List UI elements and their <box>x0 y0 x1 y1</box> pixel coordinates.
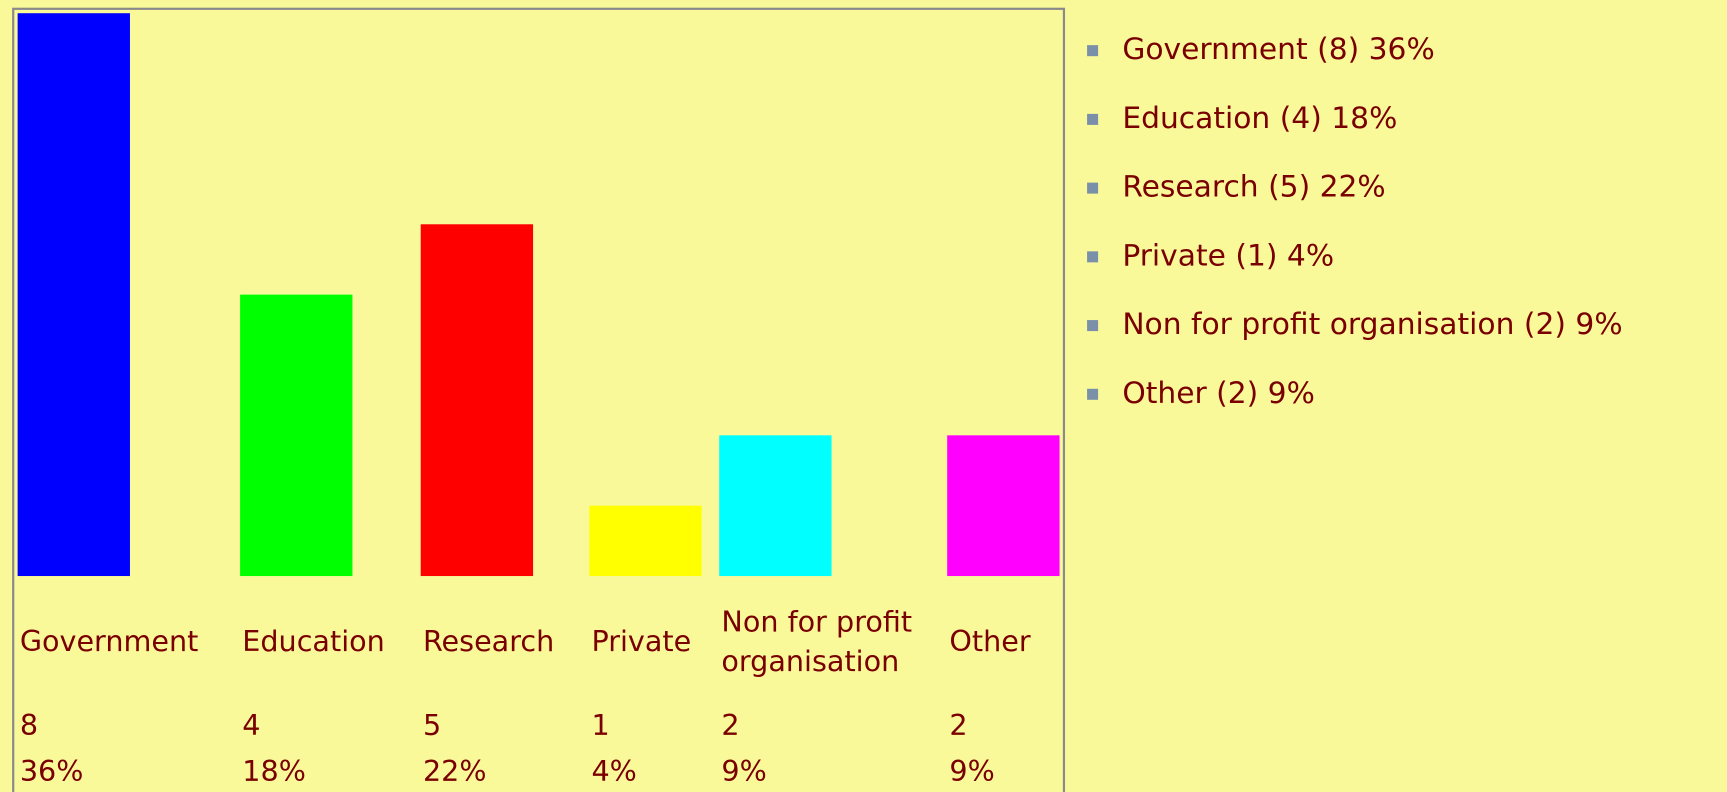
count-label: 4 <box>242 708 260 742</box>
category-label: Other <box>949 624 1031 658</box>
count-label: 2 <box>721 708 739 742</box>
category-label: Non for profit organisation <box>721 604 921 678</box>
legend-label: Research (5) 22% <box>1122 170 1385 205</box>
legend-label: Non for profit organisation (2) 9% <box>1122 307 1622 342</box>
legend-bullet <box>1087 251 1099 263</box>
category-label: Private <box>591 624 691 658</box>
legend-bullet <box>1087 113 1099 125</box>
percent-label: 36% <box>20 754 84 788</box>
count-label: 1 <box>591 708 609 742</box>
percent-label: 9% <box>721 754 766 788</box>
legend: Government (8) 36% Education (4) 18% Resea… <box>1087 32 1623 411</box>
legend-bullet <box>1087 45 1099 57</box>
bar <box>240 294 353 577</box>
legend-bullet <box>1087 320 1099 332</box>
bar <box>589 505 702 577</box>
percent-label: 22% <box>423 754 487 788</box>
legend-bullet <box>1087 388 1099 400</box>
count-label: 8 <box>20 708 38 742</box>
category-label: Education <box>242 624 385 658</box>
legend-label: Government (8) 36% <box>1122 32 1434 67</box>
count-label: 2 <box>949 708 967 742</box>
count-label: 5 <box>423 708 441 742</box>
legend-label: Private (1) 4% <box>1122 238 1334 273</box>
bar <box>719 435 832 577</box>
category-label: Government <box>20 624 199 658</box>
chart-frame <box>12 7 1066 792</box>
chart-body: Government (8) 36% Education (4) 18% Resea… <box>12 7 1623 792</box>
percent-label: 18% <box>242 754 306 788</box>
percent-label: 4% <box>591 754 636 788</box>
legend-bullet <box>1087 182 1099 194</box>
bar <box>947 435 1060 577</box>
category-label: Research <box>423 624 554 658</box>
legend-label: Other (2) 9% <box>1122 376 1315 411</box>
bar <box>17 13 130 577</box>
bar <box>420 224 534 577</box>
legend-label: Education (4) 18% <box>1122 101 1397 136</box>
percent-label: 9% <box>949 754 994 788</box>
